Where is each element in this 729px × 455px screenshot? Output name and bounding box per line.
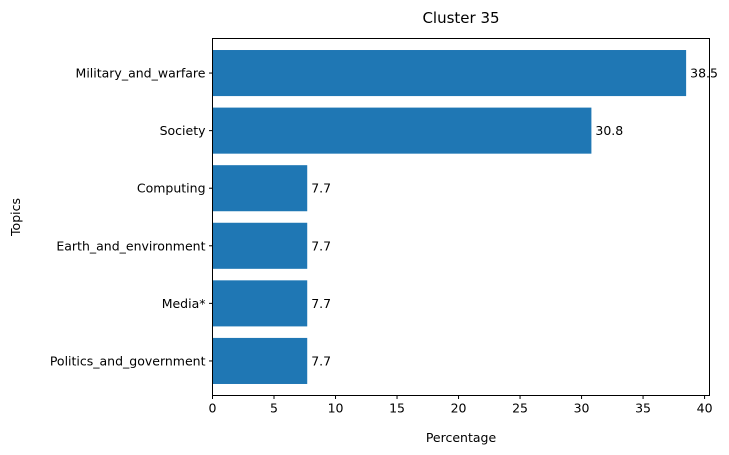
y-tick-label: Earth_and_environment — [56, 238, 205, 253]
bar — [212, 337, 308, 384]
y-axis-label: Topics — [8, 198, 23, 237]
x-tick-label: 25 — [512, 401, 528, 416]
plot-frame — [212, 38, 710, 396]
chart-title: Cluster 35 — [422, 9, 499, 27]
bar-value-label: 7.7 — [311, 238, 331, 253]
bar-value-label: 7.7 — [311, 296, 331, 311]
x-tick-label: 20 — [451, 401, 467, 416]
bar — [212, 165, 308, 212]
x-ticks-group: 0 5 10 15 20 25 30 35 40 — [209, 395, 713, 416]
y-ticks-group: Military_and_warfare Society Computing Eart… — [50, 66, 213, 368]
bar-value-label: 7.7 — [311, 181, 331, 196]
y-tick-label: Politics_and_government — [50, 353, 206, 368]
y-tick-label: Computing — [137, 181, 206, 196]
x-tick-label: 5 — [270, 401, 278, 416]
x-tick-label: 30 — [574, 401, 590, 416]
bar-value-label: 38.5 — [690, 66, 718, 81]
bar — [212, 280, 308, 327]
y-tick-label: Society — [160, 123, 207, 138]
x-tick-label: 0 — [209, 401, 217, 416]
bar-value-label: 7.7 — [311, 353, 331, 368]
y-tick-label: Media* — [162, 296, 206, 311]
bar — [212, 222, 308, 269]
x-tick-label: 35 — [635, 401, 651, 416]
x-tick-label: 40 — [697, 401, 713, 416]
bar — [212, 50, 687, 97]
bar-value-label: 30.8 — [595, 123, 623, 138]
x-axis-label: Percentage — [426, 430, 497, 445]
bars-group: 38.5 30.8 7.7 7.7 7.7 7.7 — [212, 50, 718, 384]
x-tick-label: 15 — [389, 401, 405, 416]
x-tick-label: 10 — [328, 401, 344, 416]
bar — [212, 107, 592, 154]
y-tick-label: Military_and_warfare — [76, 66, 206, 81]
